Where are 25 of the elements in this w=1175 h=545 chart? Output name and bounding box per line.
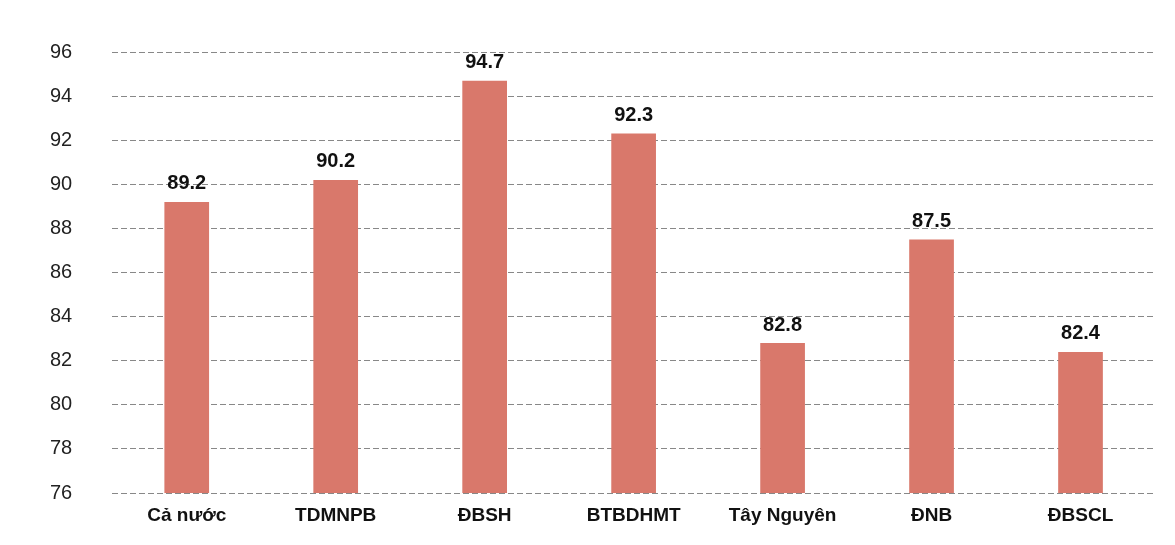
- x-tick-label: Cả nước: [147, 503, 227, 525]
- x-tick-label: ĐBSH: [457, 503, 512, 525]
- x-tick-label: TDMNPB: [295, 503, 377, 525]
- x-tick-label: Tây Nguyên: [728, 503, 837, 525]
- y-tick-label: 76: [50, 480, 73, 503]
- y-tick-label: 80: [50, 392, 73, 415]
- y-tick-label: 88: [50, 215, 73, 238]
- y-tick-label: 86: [50, 260, 73, 283]
- data-label: 82.4: [1061, 321, 1101, 344]
- y-tick-label: 78: [50, 436, 73, 459]
- data-label: 94.7: [465, 50, 505, 73]
- data-label: 87.5: [912, 208, 952, 231]
- x-tick-label: ĐBSCL: [1047, 503, 1114, 525]
- y-tick-label: 92: [50, 127, 73, 150]
- data-label: 92.3: [614, 103, 654, 126]
- y-tick-label: 94: [50, 83, 73, 106]
- x-tick-label: BTBDHMT: [586, 503, 681, 525]
- data-label: 82.8: [763, 312, 803, 335]
- y-tick-label: 90: [50, 171, 73, 194]
- y-tick-label: 84: [50, 304, 73, 327]
- data-label: 90.2: [316, 149, 356, 172]
- y-tick-label: 82: [50, 348, 73, 371]
- data-label: 89.2: [167, 171, 207, 194]
- y-tick-label: 96: [50, 39, 73, 62]
- x-tick-label: ĐNB: [910, 503, 953, 525]
